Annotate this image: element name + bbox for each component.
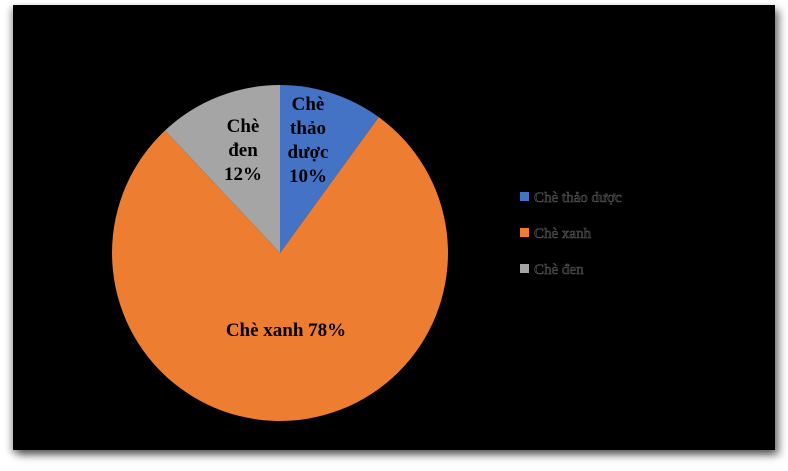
slice-label: Chè xanh 78% [226,320,346,341]
pie-slice [111,117,449,421]
slice-label: Chè thảo dược 10% [288,94,329,187]
pie-slice [280,85,379,253]
pie-slice [164,85,280,253]
legend-swatch [520,192,529,201]
legend-label: Chè xanh [534,226,592,242]
legend-label: Chè đen [534,262,584,278]
legend-label: Chè thảo dược [534,190,622,206]
legend-swatch [520,228,529,237]
slice-label: Chè đen 12% [224,116,262,185]
legend-swatch [520,264,529,273]
